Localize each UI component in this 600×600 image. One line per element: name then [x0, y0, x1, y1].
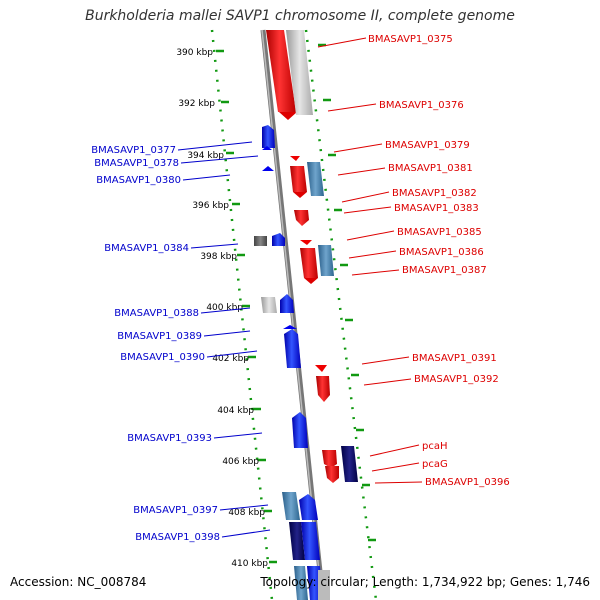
gene-bar — [280, 294, 294, 313]
gene-label: BMASAVP1_0388 — [114, 308, 199, 319]
gene-label: BMASAVP1_0390 — [120, 352, 205, 363]
kbp-408: 408 kbp — [228, 508, 265, 518]
gene-label: BMASAVP1_0381 — [388, 163, 473, 174]
gene-label: BMASAVP1_0389 — [117, 331, 202, 342]
gene-arrow — [300, 240, 312, 245]
gene-bar — [292, 412, 308, 448]
kbp-410: 410 kbp — [231, 559, 268, 569]
gene-arrow — [304, 278, 318, 284]
gene-arrow — [279, 112, 297, 120]
map-title: Burkholderia mallei SAVP1 chromosome II,… — [85, 8, 515, 24]
gene-label: BMASAVP1_0379 — [385, 140, 470, 151]
forward-features — [266, 30, 358, 483]
kbp-394: 394 kbp — [187, 151, 224, 161]
gene-arrow — [283, 325, 297, 329]
kbp-396: 396 kbp — [192, 201, 229, 211]
gene-label: pcaH — [422, 441, 448, 452]
accession-text: Accession: NC_008784 — [10, 575, 147, 589]
gene-label: BMASAVP1_0396 — [425, 477, 510, 488]
gene-bar — [300, 248, 318, 278]
gene-bar — [307, 162, 324, 196]
gene-bar — [301, 522, 320, 560]
right-gene-labels: BMASAVP1_0375 BMASAVP1_0376 BMASAVP1_037… — [368, 34, 510, 488]
gene-bar — [322, 450, 337, 468]
gene-bar — [318, 570, 330, 600]
gene-label: BMASAVP1_0380 — [96, 175, 181, 186]
gene-label: BMASAVP1_0375 — [368, 34, 453, 45]
gene-label: BMASAVP1_0393 — [127, 433, 212, 444]
gene-bar — [290, 166, 307, 192]
gene-bar — [316, 376, 330, 402]
gene-label: BMASAVP1_0376 — [379, 100, 464, 111]
major-ticks — [216, 43, 376, 564]
gene-bar — [318, 245, 334, 276]
gene-bar — [282, 492, 300, 520]
kbp-labels: 390 kbp 392 kbp 394 kbp 396 kbp 398 kbp … — [176, 48, 268, 569]
kbp-400: 400 kbp — [206, 303, 243, 313]
gene-label: pcaG — [422, 459, 448, 470]
gene-label: BMASAVP1_0391 — [412, 353, 497, 364]
right-leader-lines — [317, 37, 423, 484]
gene-bar — [261, 297, 277, 313]
kbp-406: 406 kbp — [222, 457, 259, 467]
gene-bar — [266, 30, 296, 112]
gene-label: BMASAVP1_0377 — [91, 145, 176, 156]
gene-label: BMASAVP1_0378 — [94, 158, 179, 169]
gene-arrow — [290, 156, 300, 161]
gene-label: BMASAVP1_0387 — [402, 265, 487, 276]
left-leader-lines — [177, 141, 271, 538]
gene-arrow — [315, 365, 327, 372]
gene-label: BMASAVP1_0397 — [133, 505, 218, 516]
gene-bar — [286, 30, 313, 115]
gene-bar — [299, 494, 318, 520]
kbp-404: 404 kbp — [217, 406, 254, 416]
gene-label: BMASAVP1_0383 — [394, 203, 479, 214]
kbp-390: 390 kbp — [176, 48, 213, 58]
gene-bar — [325, 466, 339, 483]
gene-label: BMASAVP1_0386 — [399, 247, 484, 258]
gene-bar — [272, 233, 285, 246]
gene-label: BMASAVP1_0384 — [104, 243, 189, 254]
gene-bar — [262, 125, 275, 148]
gene-bar — [294, 566, 308, 600]
kbp-398: 398 kbp — [200, 252, 237, 262]
gene-label: BMASAVP1_0382 — [392, 188, 477, 199]
topology-text: Topology: circular; Length: 1,734,922 bp… — [260, 575, 590, 589]
gene-bar — [341, 446, 358, 482]
gene-bar — [294, 210, 309, 226]
gene-arrow — [262, 146, 272, 150]
gene-arrow — [262, 166, 274, 171]
gene-bar — [284, 329, 301, 368]
gene-bar — [289, 522, 305, 560]
gene-bar — [254, 236, 267, 246]
reverse-features — [254, 125, 330, 600]
gene-label: BMASAVP1_0398 — [135, 532, 220, 543]
kbp-402: 402 kbp — [212, 354, 249, 364]
gene-label: BMASAVP1_0385 — [397, 227, 482, 238]
left-gene-labels: BMASAVP1_0377 BMASAVP1_0378 BMASAVP1_038… — [91, 145, 220, 543]
gene-arrow — [293, 192, 307, 198]
kbp-392: 392 kbp — [178, 99, 215, 109]
gene-label: BMASAVP1_0392 — [414, 374, 499, 385]
